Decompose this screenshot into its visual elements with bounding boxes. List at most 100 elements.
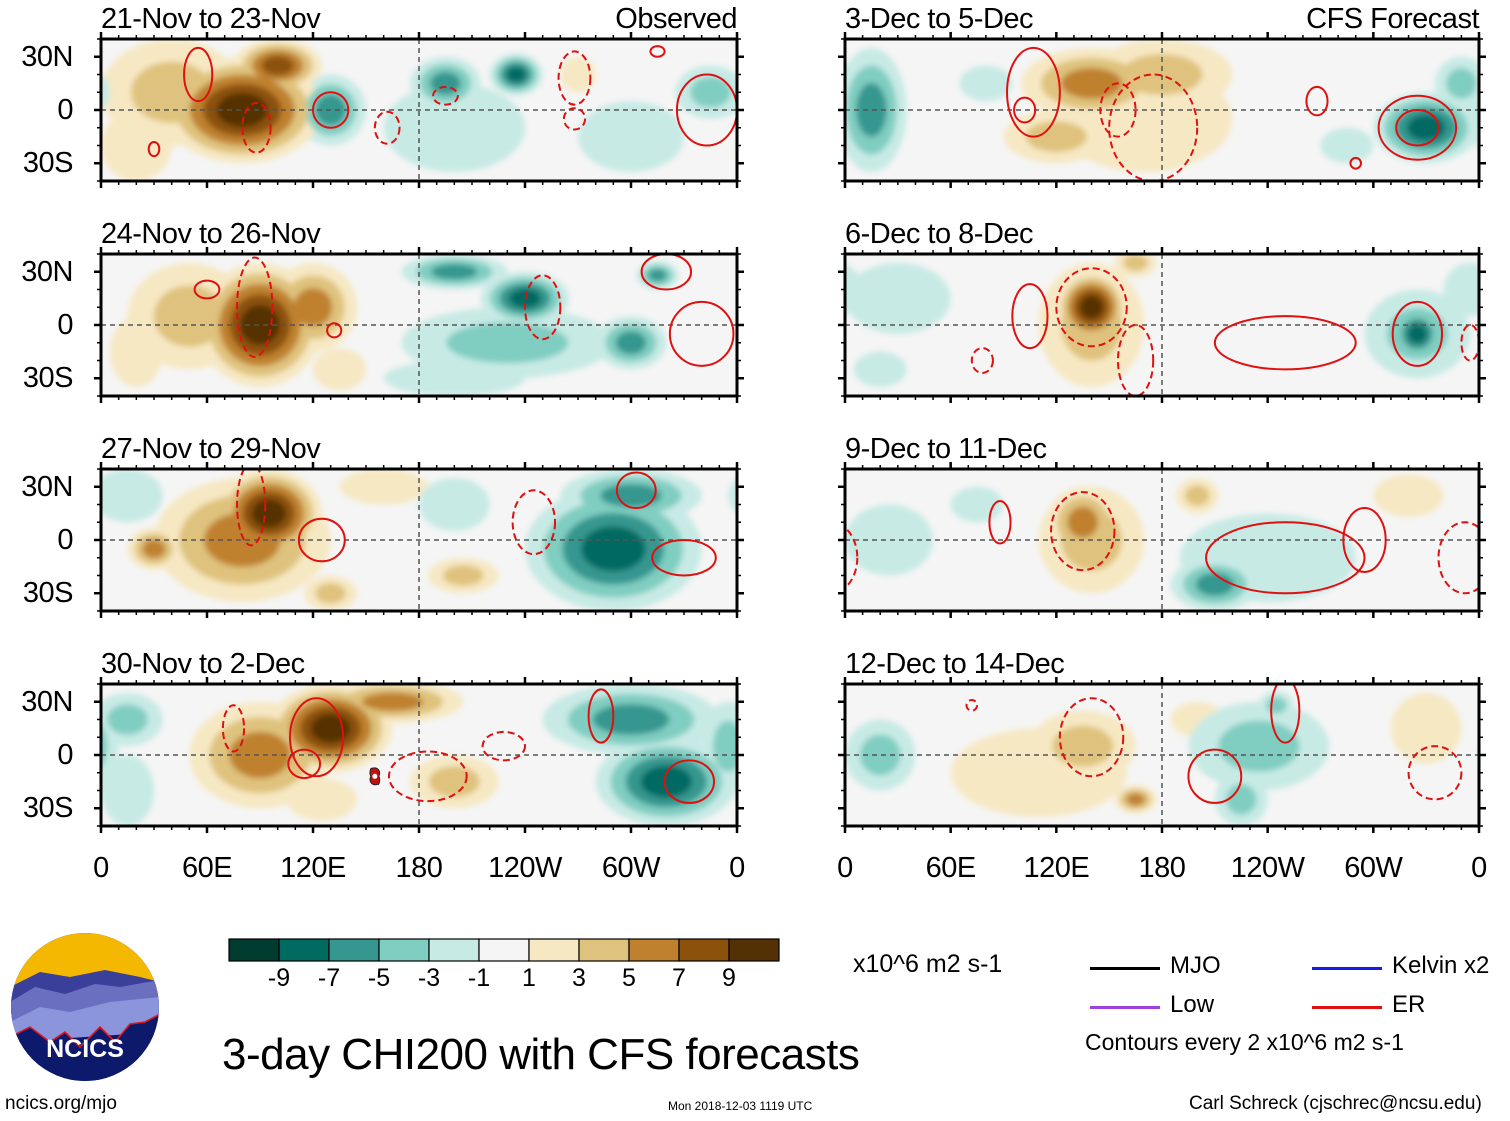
er-contour-positive bbox=[675, 73, 737, 147]
er-contour-positive bbox=[193, 279, 221, 300]
panel-date-range: 9-Dec to 11-Dec bbox=[845, 433, 1047, 465]
er-contour-negative bbox=[1437, 521, 1479, 595]
panel-source-label: CFS Forecast bbox=[1306, 3, 1479, 35]
er-contour-positive bbox=[312, 91, 350, 129]
anomaly-shading bbox=[1373, 474, 1444, 517]
x-tick-label: 180 bbox=[1138, 852, 1186, 884]
anomaly-shading bbox=[950, 486, 1004, 523]
y-tick-label: 30S bbox=[22, 577, 74, 610]
ncics-logo[interactable]: NCICS bbox=[10, 932, 160, 1082]
legend-kelvin-line bbox=[1312, 967, 1382, 970]
anomaly-shading bbox=[751, 100, 834, 156]
anomaly-shading bbox=[737, 755, 790, 826]
anomaly-shading bbox=[1407, 324, 1427, 344]
colorbar-swatch bbox=[628, 938, 680, 962]
colorbar-tick-label: -1 bbox=[467, 964, 491, 992]
y-tick-label: 0 bbox=[57, 524, 73, 556]
anomaly-shading bbox=[101, 74, 110, 110]
panel-date-range: 27-Nov to 29-Nov bbox=[101, 433, 321, 465]
colorbar bbox=[228, 938, 780, 962]
colorbar-swatch bbox=[378, 938, 430, 962]
anomaly-shading bbox=[859, 734, 901, 776]
er-contour-negative bbox=[236, 469, 267, 547]
anomaly-shading bbox=[581, 526, 646, 572]
er-contour-negative bbox=[373, 110, 401, 145]
er-contour-positive bbox=[1006, 46, 1061, 138]
map-panel-obs-1 bbox=[94, 32, 744, 188]
anomaly-shading bbox=[506, 66, 526, 83]
er-contour-positive bbox=[1342, 507, 1387, 573]
panel-date-range: 30-Nov to 2-Dec bbox=[101, 648, 305, 680]
map-panel-obs-4 bbox=[94, 677, 744, 833]
map-panel-fcst-3 bbox=[838, 462, 1486, 618]
anomaly-shading bbox=[1123, 254, 1148, 272]
colorbar-tick-label: 9 bbox=[722, 964, 736, 992]
er-contour-positive bbox=[287, 748, 322, 780]
er-contour-positive bbox=[1011, 283, 1049, 350]
logo-text: NCICS bbox=[46, 1035, 124, 1063]
anomaly-shading bbox=[743, 704, 784, 735]
er-contour-positive bbox=[615, 471, 657, 510]
er-contour-positive bbox=[1305, 85, 1329, 117]
anomaly-shading bbox=[142, 539, 166, 559]
er-contour-negative bbox=[845, 526, 859, 590]
er-contour-negative bbox=[524, 274, 562, 341]
er-contour-negative bbox=[511, 489, 557, 556]
colorbar-swatch bbox=[478, 938, 530, 962]
anomaly-shading bbox=[1390, 692, 1462, 764]
er-contour-positive bbox=[1349, 156, 1363, 170]
anomaly-shading bbox=[251, 499, 286, 528]
anomaly-shading bbox=[640, 765, 692, 798]
er-contour-positive bbox=[668, 300, 735, 367]
anomaly-shading bbox=[1052, 725, 1114, 767]
er-contour-positive bbox=[289, 697, 345, 778]
colorbar-swatch bbox=[528, 938, 580, 962]
x-tick-label: 0 bbox=[1471, 852, 1487, 884]
y-tick-label: 30S bbox=[22, 147, 74, 180]
anomaly-shading bbox=[1126, 793, 1145, 806]
anomaly-shading bbox=[1494, 735, 1510, 776]
colorbar-tick-label: 5 bbox=[622, 964, 636, 992]
anomaly-shading bbox=[648, 269, 667, 282]
anomaly-shading bbox=[578, 101, 684, 173]
er-contour-positive bbox=[649, 45, 666, 58]
anomaly-shading bbox=[1185, 485, 1210, 506]
anomaly-shading bbox=[762, 107, 823, 148]
er-contour-negative bbox=[387, 750, 468, 803]
colorbar-tick-label: -7 bbox=[317, 964, 341, 992]
panel-date-range: 21-Nov to 23-Nov bbox=[101, 3, 321, 35]
colorbar-swatch bbox=[728, 938, 780, 962]
er-contour-negative bbox=[1058, 697, 1125, 778]
anomaly-shading bbox=[361, 692, 424, 711]
anomaly-shading bbox=[712, 720, 737, 772]
er-contour-positive bbox=[1377, 94, 1458, 161]
er-contour-negative bbox=[562, 107, 587, 131]
anomaly-shading bbox=[739, 92, 845, 163]
er-contour-negative bbox=[1050, 491, 1116, 572]
y-tick-label: 0 bbox=[57, 309, 73, 341]
colorbar-swatch bbox=[428, 938, 480, 962]
colorbar-swatch bbox=[228, 938, 280, 962]
colorbar-swatch bbox=[278, 938, 330, 962]
anomaly-shading bbox=[313, 348, 366, 391]
anomaly-shading bbox=[1479, 263, 1510, 334]
anomaly-shading bbox=[216, 92, 268, 128]
map-panel-obs-2 bbox=[94, 247, 744, 403]
anomaly-shading bbox=[261, 55, 294, 76]
x-tick-label: 180 bbox=[395, 852, 443, 884]
anomaly-shading bbox=[1025, 121, 1087, 152]
anomaly-shading bbox=[853, 351, 907, 388]
colorbar-tick-label: -3 bbox=[417, 964, 441, 992]
er-contour-positive bbox=[147, 140, 161, 158]
anomaly-shading bbox=[845, 262, 951, 334]
anomaly-shading bbox=[442, 565, 484, 586]
y-tick-label: 30N bbox=[21, 255, 73, 288]
website-link[interactable]: ncics.org/mjo bbox=[5, 1093, 117, 1114]
legend-kelvin-label: Kelvin x2 bbox=[1392, 952, 1490, 979]
legend-low-label: Low bbox=[1170, 991, 1215, 1018]
anomaly-shading bbox=[419, 477, 490, 532]
er-contour-positive bbox=[1187, 748, 1243, 804]
colorbar-tick-label: -5 bbox=[367, 964, 391, 992]
anomaly-shading bbox=[1226, 784, 1257, 815]
anomaly-shading bbox=[1407, 114, 1446, 141]
